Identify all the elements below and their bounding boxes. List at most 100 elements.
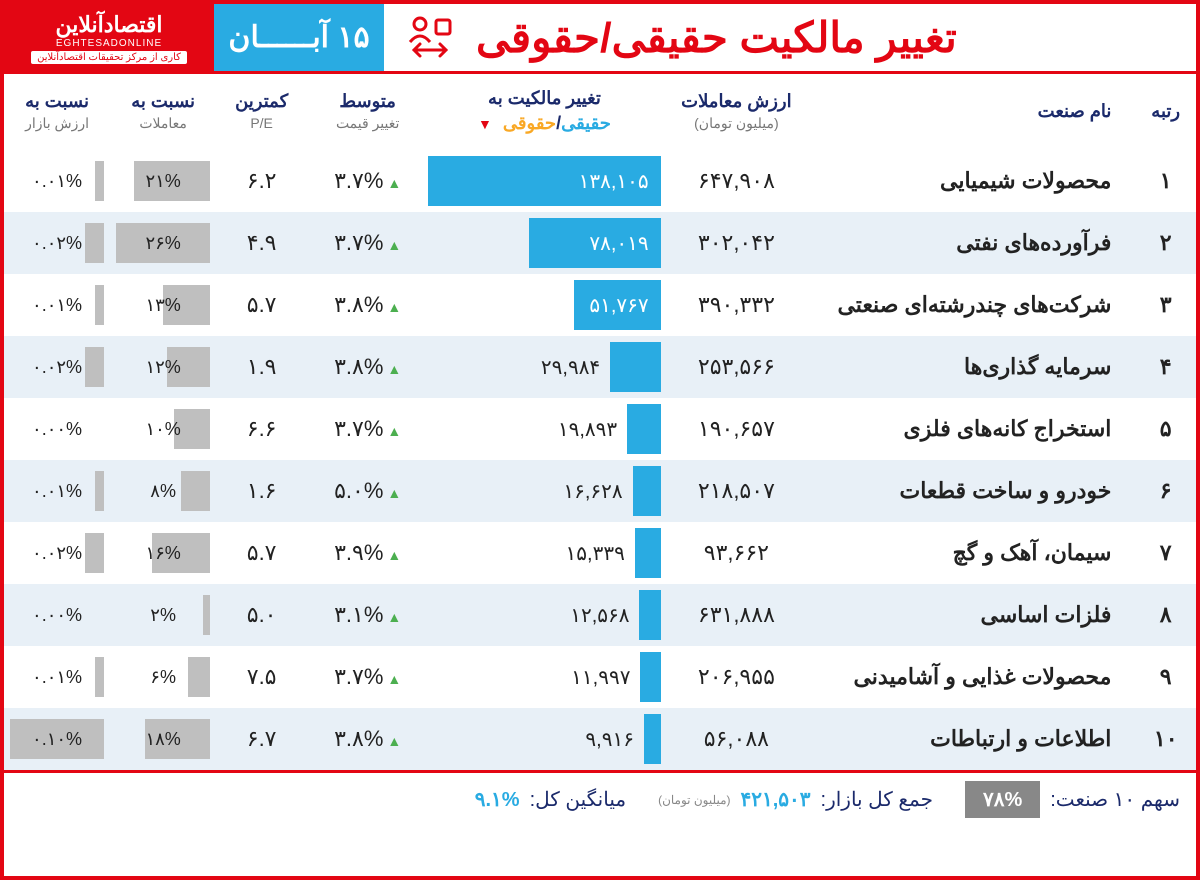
table-row: ۲فرآورده‌های نفتی۳۰۲,۰۴۲۷۸,۰۱۹▲۳.۷%۴.۹۲۶… bbox=[4, 212, 1196, 274]
cell-name: شرکت‌های چندرشته‌ای صنعتی bbox=[812, 274, 1135, 336]
cell-pe: ۶.۷ bbox=[216, 708, 307, 770]
cell-name: فلزات اساسی bbox=[812, 584, 1135, 646]
up-arrow-icon: ▲ bbox=[387, 671, 401, 687]
cell-ownership-bar: ۱۶,۶۲۸ bbox=[428, 460, 660, 522]
cell-ratio-market: ۰.۰۱% bbox=[4, 460, 110, 522]
cell-rank: ۸ bbox=[1135, 584, 1196, 646]
cell-ratio-market: ۰.۰۲% bbox=[4, 336, 110, 398]
cell-ratio-trade: ۶% bbox=[110, 646, 216, 708]
cell-trade-val: ۵۶,۰۸۸ bbox=[661, 708, 813, 770]
bar-label: ۱۳۸,۱۰۵ bbox=[567, 169, 661, 194]
col-name: نام صنعت bbox=[812, 74, 1135, 150]
cell-rank: ۴ bbox=[1135, 336, 1196, 398]
bar-label: ۲۹,۹۸۴ bbox=[500, 355, 600, 380]
cell-ownership-bar: ۹,۹۱۶ bbox=[428, 708, 660, 770]
cell-avg: ▲۳.۸% bbox=[307, 336, 428, 398]
cell-name: خودرو و ساخت قطعات bbox=[812, 460, 1135, 522]
cell-ratio-market: ۰.۰۱% bbox=[4, 274, 110, 336]
bar-label: ۵۱,۷۶۷ bbox=[577, 293, 660, 318]
page-title: تغییر مالکیت حقیقی/حقوقی bbox=[476, 13, 957, 62]
logo-tag: کاری از مرکز تحقیقات اقتصادآنلاین bbox=[31, 51, 187, 64]
header: تغییر مالکیت حقیقی/حقوقی ۱۵ آبــــــان ا… bbox=[4, 4, 1196, 74]
bar-label: ۱۲,۵۶۸ bbox=[529, 603, 629, 628]
cell-pe: ۶.۲ bbox=[216, 150, 307, 212]
cell-ownership-bar: ۲۹,۹۸۴ bbox=[428, 336, 660, 398]
cell-pe: ۵.۷ bbox=[216, 522, 307, 584]
cell-name: سرمایه گذاری‌ها bbox=[812, 336, 1135, 398]
ownership-table: رتبه نام صنعت ارزش معاملات (میلیون تومان… bbox=[4, 74, 1196, 770]
cell-avg: ▲۳.۷% bbox=[307, 398, 428, 460]
up-arrow-icon: ▲ bbox=[387, 299, 401, 315]
up-arrow-icon: ▲ bbox=[387, 609, 401, 625]
cell-trade-val: ۳۰۲,۰۴۲ bbox=[661, 212, 813, 274]
date-badge: ۱۵ آبــــــان bbox=[214, 4, 384, 71]
cell-avg: ▲۳.۷% bbox=[307, 646, 428, 708]
cell-rank: ۶ bbox=[1135, 460, 1196, 522]
table-row: ۹محصولات غذایی و آشامیدنی۲۰۶,۹۵۵۱۱,۹۹۷▲۳… bbox=[4, 646, 1196, 708]
bar-label: ۹,۹۱۶ bbox=[534, 727, 634, 752]
cell-name: اطلاعات و ارتباطات bbox=[812, 708, 1135, 770]
cell-pe: ۱.۹ bbox=[216, 336, 307, 398]
cell-name: سیمان، آهک و گچ bbox=[812, 522, 1135, 584]
cell-ratio-market: ۰.۰۱% bbox=[4, 646, 110, 708]
col-rank: رتبه bbox=[1135, 74, 1196, 150]
title-box: تغییر مالکیت حقیقی/حقوقی bbox=[384, 4, 1196, 71]
cell-ownership-bar: ۷۸,۰۱۹ bbox=[428, 212, 660, 274]
cell-trade-val: ۱۹۰,۶۵۷ bbox=[661, 398, 813, 460]
cell-pe: ۵.۰ bbox=[216, 584, 307, 646]
cell-ratio-trade: ۱۳% bbox=[110, 274, 216, 336]
cell-ratio-trade: ۲۶% bbox=[110, 212, 216, 274]
cell-pe: ۷.۵ bbox=[216, 646, 307, 708]
cell-avg: ▲۳.۹% bbox=[307, 522, 428, 584]
bar-label: ۱۶,۶۲۸ bbox=[523, 479, 623, 504]
cell-trade-val: ۳۹۰,۳۳۲ bbox=[661, 274, 813, 336]
cell-name: محصولات شیمیایی bbox=[812, 150, 1135, 212]
cell-ratio-market: ۰.۰۰% bbox=[4, 584, 110, 646]
up-arrow-icon: ▲ bbox=[387, 733, 401, 749]
cell-rank: ۳ bbox=[1135, 274, 1196, 336]
table-row: ۶خودرو و ساخت قطعات۲۱۸,۵۰۷۱۶,۶۲۸▲۵.۰%۱.۶… bbox=[4, 460, 1196, 522]
up-arrow-icon: ▲ bbox=[387, 237, 401, 253]
cell-ownership-bar: ۱۱,۹۹۷ bbox=[428, 646, 660, 708]
cell-ratio-trade: ۱۲% bbox=[110, 336, 216, 398]
col-avg: متوسط تغییر قیمت bbox=[307, 74, 428, 150]
footer: سهم ۱۰ صنعت: ۷۸% جمع کل بازار: ۴۲۱,۵۰۳ (… bbox=[4, 770, 1196, 826]
cell-avg: ▲۳.۸% bbox=[307, 708, 428, 770]
cell-trade-val: ۲۰۶,۹۵۵ bbox=[661, 646, 813, 708]
cell-avg: ▲۳.۷% bbox=[307, 150, 428, 212]
col-ratio-trade: نسبت به معاملات bbox=[110, 74, 216, 150]
cell-avg: ▲۳.۸% bbox=[307, 274, 428, 336]
cell-trade-val: ۲۱۸,۵۰۷ bbox=[661, 460, 813, 522]
bar-label: ۱۵,۳۳۹ bbox=[525, 541, 625, 566]
cell-name: فرآورده‌های نفتی bbox=[812, 212, 1135, 274]
table-wrap: رتبه نام صنعت ارزش معاملات (میلیون تومان… bbox=[4, 74, 1196, 770]
bar-label: ۱۹,۸۹۳ bbox=[517, 417, 617, 442]
cell-rank: ۱۰ bbox=[1135, 708, 1196, 770]
brand-logo: اقتصادآنلاین EGHTESADONLINE کاری از مرکز… bbox=[4, 4, 214, 71]
cell-ratio-trade: ۱۸% bbox=[110, 708, 216, 770]
table-row: ۳شرکت‌های چندرشته‌ای صنعتی۳۹۰,۳۳۲۵۱,۷۶۷ ▲… bbox=[4, 274, 1196, 336]
cell-name: استخراج کانه‌های فلزی bbox=[812, 398, 1135, 460]
cell-rank: ۹ bbox=[1135, 646, 1196, 708]
cell-avg: ▲۳.۱% bbox=[307, 584, 428, 646]
table-row: ۸فلزات اساسی۶۳۱,۸۸۸۱۲,۵۶۸▲۳.۱%۵.۰۲%۰.۰۰% bbox=[4, 584, 1196, 646]
cell-rank: ۲ bbox=[1135, 212, 1196, 274]
up-arrow-icon: ▲ bbox=[387, 361, 401, 377]
cell-rank: ۵ bbox=[1135, 398, 1196, 460]
cell-ratio-market: ۰.۰۲% bbox=[4, 522, 110, 584]
col-ratio-market: نسبت به ارزش بازار bbox=[4, 74, 110, 150]
table-row: ۱محصولات شیمیایی۶۴۷,۹۰۸۱۳۸,۱۰۵▲۳.۷%۶.۲۲۱… bbox=[4, 150, 1196, 212]
logo-main: اقتصادآنلاین bbox=[55, 12, 162, 38]
cell-ownership-bar: ۵۱,۷۶۷ bbox=[428, 274, 660, 336]
cell-pe: ۴.۹ bbox=[216, 212, 307, 274]
cell-ratio-market: ۰.۰۱% bbox=[4, 150, 110, 212]
cell-rank: ۱ bbox=[1135, 150, 1196, 212]
cell-ratio-market: ۰.۰۰% bbox=[4, 398, 110, 460]
col-trade-val: ارزش معاملات (میلیون تومان) bbox=[661, 74, 813, 150]
cell-pe: ۵.۷ bbox=[216, 274, 307, 336]
footer-sum: جمع کل بازار: ۴۲۱,۵۰۳ (میلیون تومان) bbox=[642, 787, 949, 812]
footer-avg: میانگین کل: ۹.۱% bbox=[459, 787, 642, 812]
cell-ownership-bar: ۱۹,۸۹۳ bbox=[428, 398, 660, 460]
cell-avg: ▲۵.۰% bbox=[307, 460, 428, 522]
col-pe: کمترین P/E bbox=[216, 74, 307, 150]
